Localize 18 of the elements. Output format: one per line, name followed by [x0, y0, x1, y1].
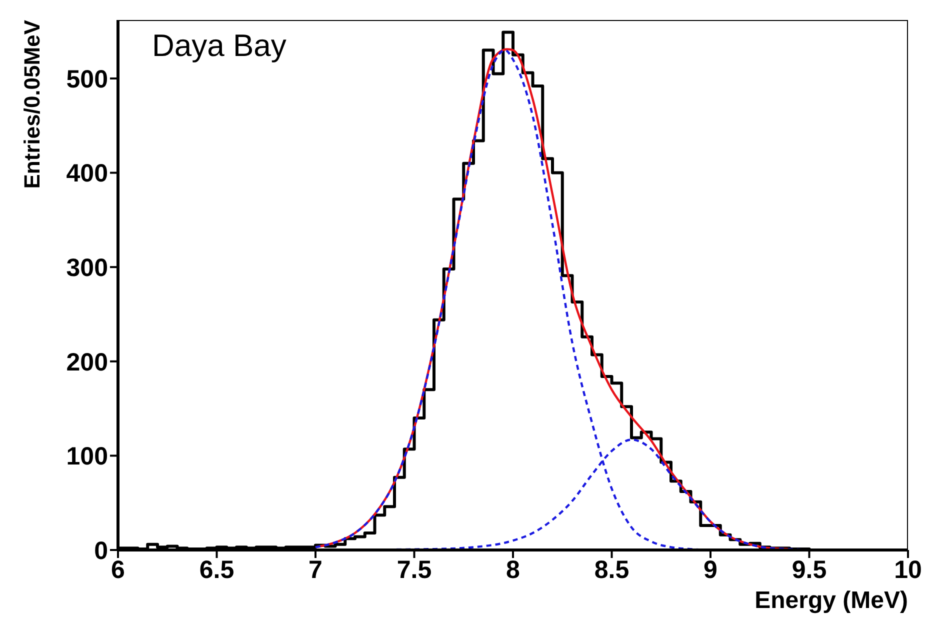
- x-tick-label: 7: [308, 556, 322, 584]
- x-tick-label: 9.5: [792, 556, 827, 584]
- x-tick-label: 8.5: [594, 556, 630, 584]
- y-tick-label: 300: [66, 254, 108, 282]
- x-tick-label: 8: [506, 556, 520, 584]
- y-tick-label: 400: [66, 160, 108, 188]
- x-tick-label: 6.5: [199, 556, 234, 584]
- x-tick-label: 10: [894, 556, 922, 584]
- annotation: Daya Bay: [152, 28, 286, 64]
- x-tick-label: 7.5: [396, 556, 432, 584]
- y-tick-label: 200: [66, 348, 108, 376]
- y-axis-title: Entries/0.05MeV: [20, 20, 44, 189]
- x-tick-label: 9: [704, 556, 718, 584]
- y-tick-label: 500: [66, 65, 108, 94]
- y-tick-label: 0: [94, 536, 108, 565]
- x-axis-title: Energy (MeV): [754, 587, 908, 614]
- x-tick-label: 6: [111, 556, 125, 584]
- y-tick-label: 100: [66, 442, 108, 471]
